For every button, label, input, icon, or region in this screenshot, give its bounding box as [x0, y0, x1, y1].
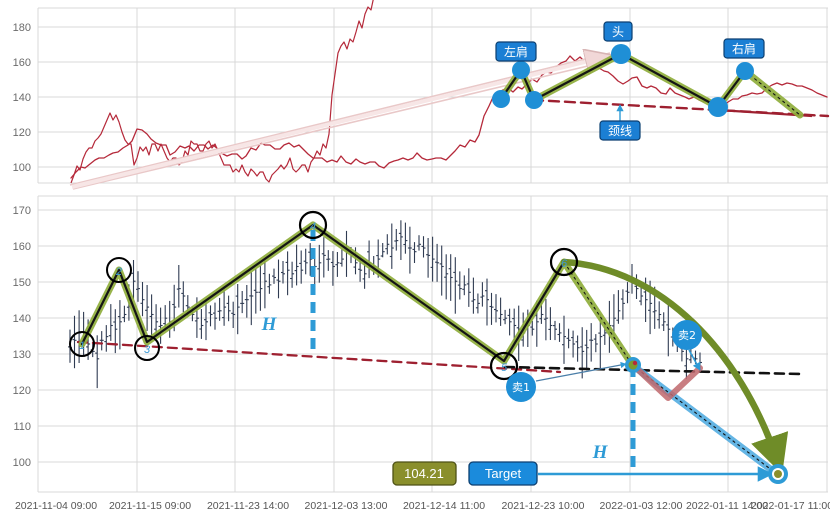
- x-tick-label: 2021-12-14 11:00: [403, 500, 485, 512]
- top-y-tick: 160: [13, 57, 31, 69]
- tag-head[interactable]: 头: [603, 21, 633, 42]
- sell-2-leader-line: [688, 349, 701, 371]
- marker-head[interactable]: [611, 44, 631, 64]
- x-tick-label: 2021-11-04 09:00: [15, 500, 97, 512]
- top-y-tick: 180: [13, 22, 31, 34]
- target-badge[interactable]: Target: [468, 461, 538, 486]
- bottom-retrace-zigzag: [630, 362, 703, 401]
- target-badge-label: Target: [485, 466, 522, 481]
- swing-point-4[interactable]: 4: [298, 210, 328, 240]
- swing-point-3[interactable]: 3: [134, 335, 160, 361]
- sell-1-badge[interactable]: [506, 372, 536, 402]
- bottom-neckline-black: [503, 365, 802, 376]
- x-tick-label: 2021-11-15 09:00: [109, 500, 191, 512]
- h-label-upper: H: [261, 314, 278, 335]
- bottom-y-tick: 150: [13, 277, 31, 289]
- tag-right-shoulder-label: 右肩: [732, 41, 756, 56]
- tag-head-label: 头: [612, 25, 624, 39]
- swing-point-2-label: 2: [115, 266, 122, 278]
- top-grid-horizontal: [38, 7, 828, 184]
- tag-left-shoulder-label: 左肩: [504, 44, 528, 59]
- swing-point-6[interactable]: 6: [549, 247, 579, 277]
- top-y-tick: 100: [13, 162, 31, 174]
- swing-point-1-label: 1: [79, 340, 85, 352]
- x-tick-label: 2021-12-23 10:00: [502, 500, 585, 512]
- bottom-panel: 170 160 150 140 130 120 110 100: [13, 195, 828, 493]
- breakpoint-marker[interactable]: [625, 357, 641, 373]
- sell-1-annotation[interactable]: 卖1: [506, 361, 627, 402]
- tag-left-shoulder[interactable]: 左肩: [495, 41, 537, 62]
- bottom-y-axis-labels: 170 160 150 140 130 120 110 100: [13, 205, 31, 469]
- marker-left-trough-a[interactable]: [492, 90, 510, 108]
- top-y-axis-labels: 180 160 140 120 100: [13, 22, 31, 174]
- marker-left-shoulder[interactable]: [512, 61, 530, 79]
- swing-point-1[interactable]: 1: [69, 331, 95, 357]
- x-tick-label: 2022-01-03 12:00: [600, 500, 683, 512]
- tag-neckline-label: 颈线: [608, 124, 632, 138]
- sell-2-label: 卖2: [678, 329, 696, 342]
- swing-point-6-label: 6: [561, 258, 568, 270]
- top-markers: [492, 44, 754, 117]
- x-tick-label: 2022-01-17 11:00: [751, 500, 830, 512]
- target-price-label: 104.21: [404, 466, 444, 481]
- marker-right-trough[interactable]: [708, 97, 728, 117]
- bottom-y-tick: 140: [13, 313, 31, 325]
- tag-neckline[interactable]: 颈线: [599, 104, 641, 141]
- marker-right-shoulder[interactable]: [736, 62, 754, 80]
- sell-2-annotation[interactable]: 卖2: [672, 320, 702, 371]
- bottom-wave-core: [80, 223, 566, 363]
- bottom-y-tick: 100: [13, 457, 31, 469]
- x-axis-labels: 2021-11-04 09:00 2021-11-15 09:00 2021-1…: [15, 500, 830, 512]
- top-y-tick: 120: [13, 127, 31, 139]
- swing-point-5[interactable]: 5: [489, 351, 519, 381]
- swing-point-3-label: 3: [144, 344, 151, 356]
- bottom-y-tick: 130: [13, 349, 31, 361]
- bottom-swing-points: 1 2 3 4 5 6: [69, 210, 579, 381]
- top-y-tick: 140: [13, 92, 31, 104]
- bottom-y-tick: 170: [13, 205, 31, 217]
- target-endpoint-marker[interactable]: [768, 464, 788, 484]
- bottom-y-tick: 120: [13, 385, 31, 397]
- bottom-y-tick: 160: [13, 241, 31, 253]
- tag-right-shoulder[interactable]: 右肩: [723, 38, 765, 59]
- top-price-line: [70, 0, 374, 184]
- bottom-wave-projection: [563, 261, 634, 367]
- sell-1-label: 卖1: [512, 381, 530, 394]
- sell-1-leader-line: [535, 361, 627, 382]
- top-panel: 180 160 140 120 100: [13, 0, 830, 190]
- x-tick-label: 2021-12-03 13:00: [305, 500, 388, 512]
- swing-point-4-label: 4: [310, 221, 316, 233]
- h-label-lower: H: [592, 442, 609, 463]
- marker-left-trough-b[interactable]: [525, 91, 543, 109]
- bottom-grid-vertical: [37, 196, 828, 492]
- swing-point-5-label: 5: [501, 362, 508, 374]
- swing-point-2[interactable]: 2: [106, 257, 132, 283]
- target-price-badge[interactable]: 104.21: [392, 461, 457, 486]
- sell-2-badge[interactable]: [672, 320, 702, 350]
- bottom-y-tick: 110: [13, 421, 31, 433]
- x-tick-label: 2021-11-23 14:00: [207, 500, 289, 512]
- x-tick-label: 2022-01-11 14:00: [686, 500, 768, 512]
